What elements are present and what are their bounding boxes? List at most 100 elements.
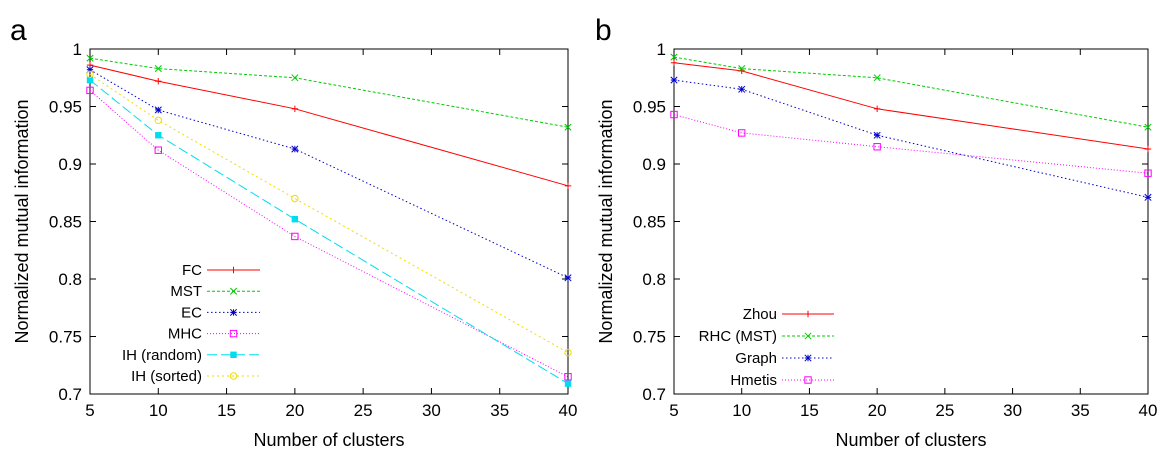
series-line <box>89 79 569 385</box>
data-point <box>86 54 94 62</box>
y-tick-label: 0.85 <box>49 213 82 232</box>
y-tick-label: 0.85 <box>633 213 666 232</box>
legend-label: IH (random) <box>122 347 202 364</box>
plot-frame <box>89 48 569 395</box>
y-tick-label: 0.9 <box>58 155 82 174</box>
legend-label: Zhou <box>743 306 777 323</box>
series-mhc <box>86 86 572 381</box>
data-point <box>873 74 881 82</box>
y-axis-title: Normalized mutual information <box>596 99 616 343</box>
y-tick-label: 0.95 <box>49 98 82 117</box>
data-point <box>291 145 299 153</box>
panel-letter: b <box>595 14 612 47</box>
y-axis-title: Normalized mutual information <box>12 99 32 343</box>
y-tick-label: 0.7 <box>642 385 666 404</box>
panel-letter: a <box>10 14 27 47</box>
data-point <box>291 105 299 112</box>
legend-label: Hmetis <box>730 372 777 389</box>
data-point <box>738 64 746 73</box>
x-tick-label: 35 <box>490 401 509 420</box>
series-zhou <box>670 59 1152 153</box>
data-point <box>564 380 572 387</box>
data-point <box>86 86 94 95</box>
data-point <box>1144 145 1152 153</box>
series-line <box>89 90 569 378</box>
x-tick-label: 25 <box>354 401 373 420</box>
data-point <box>670 53 678 61</box>
y-tick-label: 1 <box>73 40 82 59</box>
data-point <box>670 110 678 119</box>
data-point <box>154 64 162 73</box>
data-point <box>738 85 746 93</box>
x-tick-label: 30 <box>422 401 441 420</box>
legend-entry: RHC (MST) <box>699 328 834 345</box>
legend-marker <box>804 332 812 340</box>
series-line <box>673 114 1149 174</box>
x-tick-label: 15 <box>800 401 819 420</box>
legend-entry: IH (sorted) <box>131 368 260 385</box>
legend-entry: Graph <box>735 350 834 367</box>
y-tick-label: 0.75 <box>49 328 82 347</box>
x-tick-label: 40 <box>1139 401 1158 420</box>
x-tick-label: 35 <box>1071 401 1090 420</box>
series-line <box>89 57 569 128</box>
legend-entry: FC <box>182 262 260 279</box>
y-tick-label: 0.75 <box>633 328 666 347</box>
legend-marker <box>804 354 812 362</box>
x-tick-label: 20 <box>868 401 887 420</box>
panel-b: b 5 10 15 20 25 30 35 40 0.7 0.75 0.8 0.85 0.9 0.95 1 Nu… <box>595 14 1157 450</box>
series-ih-random <box>86 76 572 387</box>
x-tick-label: 40 <box>559 401 578 420</box>
series-line <box>673 56 1149 128</box>
data-point <box>291 194 299 203</box>
y-tick-label: 0.9 <box>642 155 666 174</box>
legend-marker <box>229 308 238 316</box>
series-line <box>89 69 569 279</box>
legend-label: Graph <box>735 350 777 367</box>
series-line <box>673 62 1149 150</box>
series-rhc-mst <box>670 53 1152 131</box>
data-point <box>564 373 572 381</box>
legend-marker <box>229 287 238 295</box>
data-point <box>564 348 572 357</box>
series-ih-sorted <box>86 70 572 357</box>
series-line <box>89 73 569 354</box>
series-fc <box>86 61 572 190</box>
legend-entry: Zhou <box>743 306 834 323</box>
data-point <box>670 76 678 84</box>
series-line <box>89 64 569 187</box>
y-tick-label: 0.8 <box>58 270 82 289</box>
x-tick-label: 5 <box>669 401 678 420</box>
legend-marker <box>229 372 238 380</box>
x-tick-label: 10 <box>149 401 168 420</box>
legend-entry: IH (random) <box>122 347 260 364</box>
data-point <box>564 274 572 282</box>
data-point <box>873 105 881 112</box>
x-tick-label: 15 <box>217 401 236 420</box>
data-point <box>86 76 94 84</box>
legend-marker <box>230 351 237 358</box>
legend-label: MST <box>170 283 202 300</box>
data-point <box>291 232 299 241</box>
legend-marker <box>804 376 812 384</box>
series-hmetis <box>670 110 1152 177</box>
data-point <box>1144 193 1152 201</box>
x-tick-label: 20 <box>285 401 304 420</box>
data-point <box>291 216 299 223</box>
legend-marker <box>229 329 238 338</box>
legend-entry: Hmetis <box>730 372 834 389</box>
x-tick-label: 30 <box>1003 401 1022 420</box>
legend-label: IH (sorted) <box>131 368 202 385</box>
x-tick-label: 10 <box>732 401 751 420</box>
legend-entry: MST <box>170 283 260 300</box>
y-tick-label: 0.7 <box>58 385 82 404</box>
series-graph <box>670 76 1152 201</box>
legend-marker <box>230 266 237 274</box>
data-point <box>1144 123 1152 131</box>
data-point <box>155 132 162 139</box>
x-axis-title: Number of clusters <box>835 430 986 450</box>
data-point <box>154 146 162 154</box>
legend-label: EC <box>181 304 202 321</box>
y-tick-label: 0.95 <box>633 98 666 117</box>
